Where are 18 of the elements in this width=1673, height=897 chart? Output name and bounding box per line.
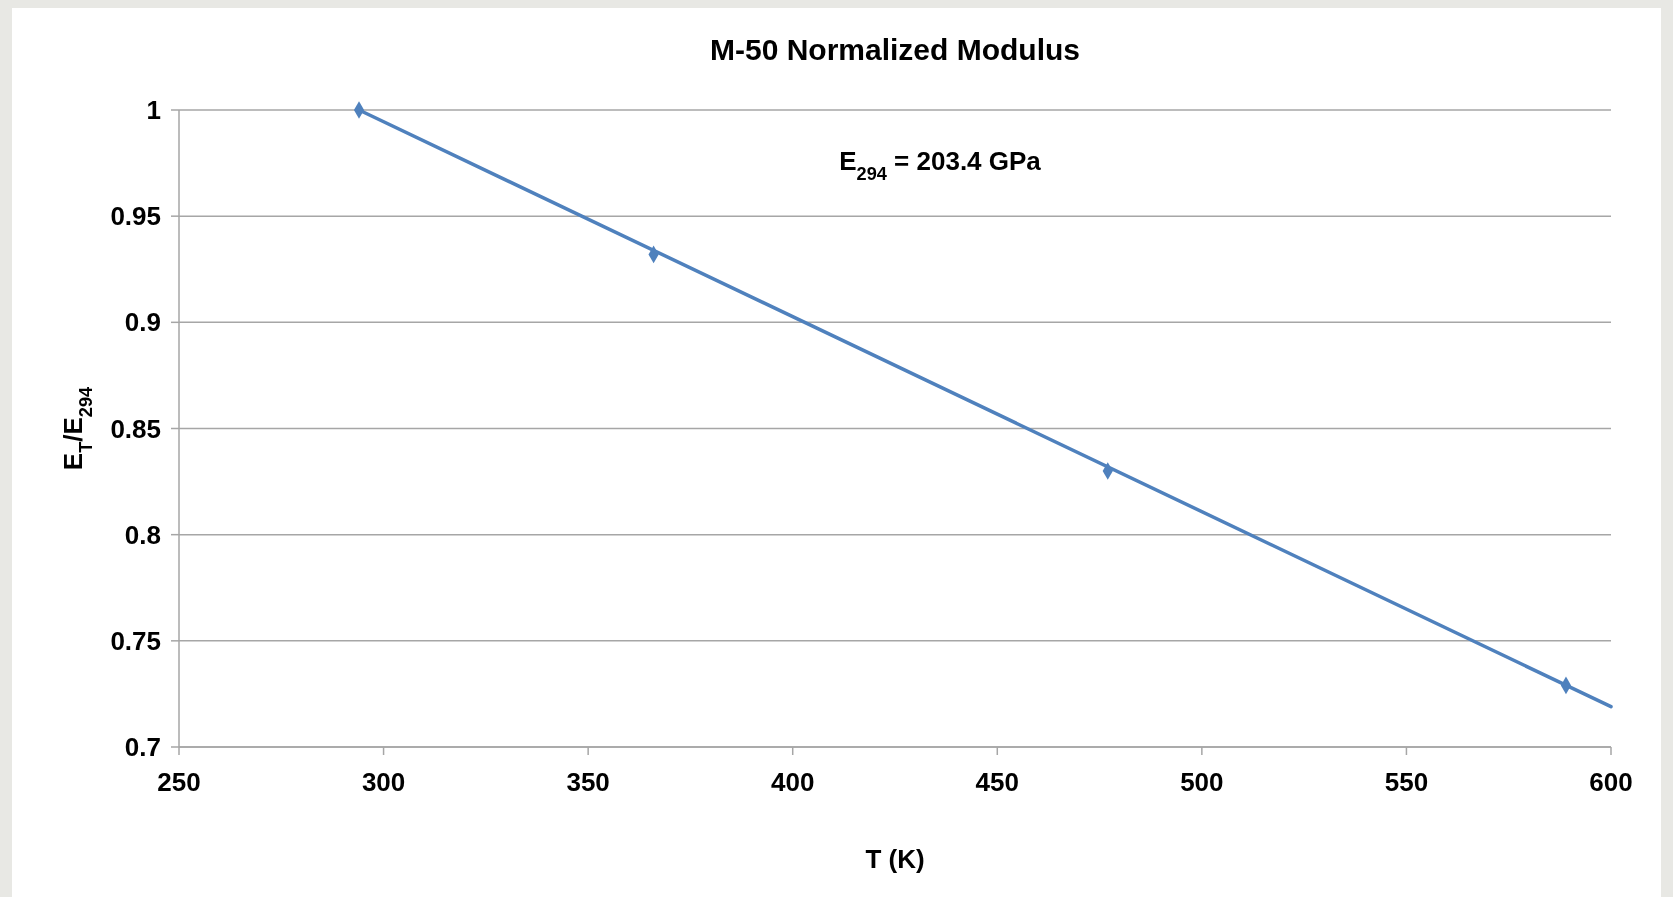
y-tick-label: 0.7: [124, 732, 161, 763]
x-tick-label: 450: [975, 767, 1019, 797]
x-tick-label: 300: [361, 767, 406, 797]
x-tick-label: 400: [771, 767, 815, 797]
x-tick-label: 250: [157, 767, 201, 797]
chart-title: M-50 Normalized Modulus: [709, 33, 1081, 66]
y-tick-label: 0.95: [110, 201, 161, 232]
x-tick-label: 600: [1589, 767, 1633, 797]
y-tick-label: 0.8: [124, 519, 161, 550]
annotation: E$_{294}$ = 203.4 GPa: [839, 146, 1042, 184]
y-tick-label: 1: [146, 95, 161, 126]
y-tick-label: 0.9: [124, 307, 161, 338]
y-tick-label: 0.85: [110, 413, 161, 444]
x-tick-label: 550: [1384, 767, 1429, 797]
x-tick-label: 500: [1180, 767, 1224, 797]
x-axis-title: T (K): [865, 844, 925, 874]
y-tick-label: 0.75: [110, 625, 161, 656]
x-tick-label: 350: [566, 767, 610, 797]
